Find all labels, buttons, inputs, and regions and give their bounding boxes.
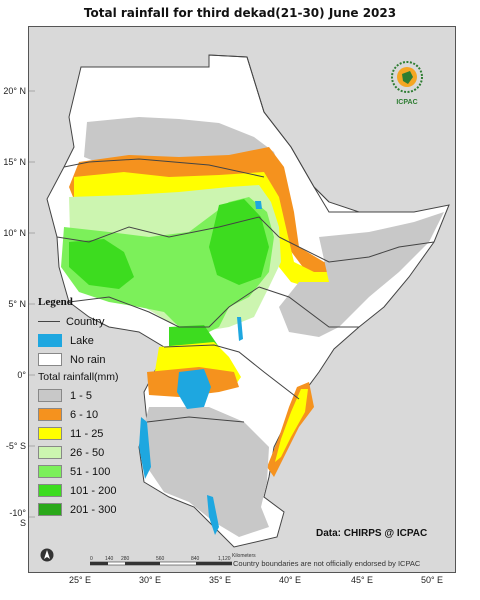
lat-label-15n: 15° N [3, 157, 26, 167]
lake-tanganyika [139, 417, 151, 479]
rain-class-swatch [38, 484, 62, 497]
legend-rain-class: 26 - 50 [38, 443, 158, 462]
lon-label-30e: 30° E [138, 575, 162, 585]
legend-rain-class: 201 - 300 [38, 500, 158, 519]
lon-label-45e: 45° E [350, 575, 374, 585]
graticule [29, 90, 35, 518]
zone-1-5-south [141, 407, 269, 537]
legend-rain-classes: 1 - 5 6 - 10 11 - 25 26 - 50 51 - 100 101 - 2… [38, 386, 158, 519]
legend-rain-class: 11 - 25 [38, 424, 158, 443]
lake-victoria [177, 369, 211, 409]
legend-norain-label: No rain [70, 353, 106, 366]
legend-country-label: Country [66, 315, 105, 328]
norain-swatch [38, 353, 62, 366]
rain-class-label: 51 - 100 [70, 465, 111, 478]
rain-class-swatch [38, 389, 62, 402]
lat-label-0: 0° [17, 370, 26, 380]
rain-class-swatch [38, 446, 62, 459]
legend-rain-title: Total rainfall(mm) [38, 371, 119, 383]
map-frame [28, 26, 456, 573]
lat-label-5s: -5° S [5, 441, 26, 451]
legend-rain-class: 101 - 200 [38, 481, 158, 500]
data-credit: Data: CHIRPS @ ICPAC [316, 528, 428, 539]
country-line-swatch [38, 321, 60, 322]
rain-class-label: 201 - 300 [70, 503, 117, 516]
rain-class-label: 101 - 200 [70, 484, 117, 497]
scale-tick-560: 560 [156, 556, 165, 562]
lon-label-50e: 50° E [420, 575, 444, 585]
lat-label-10n: 10° N [3, 228, 26, 238]
disclaimer: Country boundaries are not officially en… [233, 559, 421, 568]
lon-label-35e: 35° E [208, 575, 232, 585]
legend-lake-label: Lake [70, 334, 94, 347]
rain-class-label: 26 - 50 [70, 446, 105, 459]
lat-label-10s: -10° S [9, 508, 26, 528]
north-arrow-icon [40, 548, 54, 562]
legend-title: Legend [38, 296, 73, 308]
map-title: Total rainfall for third dekad(21-30) Ju… [83, 6, 397, 20]
rain-class-label: 6 - 10 [70, 408, 99, 421]
lat-label-5n: 5° N [8, 299, 26, 309]
rain-class-swatch [38, 408, 62, 421]
rain-class-swatch [38, 465, 62, 478]
legend-norain: No rain [38, 350, 158, 369]
legend-rain-class: 1 - 5 [38, 386, 158, 405]
logo-text: ICPAC [396, 99, 418, 106]
igad-logo-icon [391, 61, 423, 93]
legend-rain-class: 6 - 10 [38, 405, 158, 424]
scale-bar: 0 140 280 560 840 1,120 [90, 556, 232, 566]
country-boundaries [56, 54, 435, 423]
lake-swatch [38, 334, 62, 347]
rainfall-map [29, 27, 455, 572]
rain-class-swatch [38, 427, 62, 440]
legend-country: Country [38, 312, 158, 331]
rain-class-label: 11 - 25 [70, 427, 104, 440]
zone-1-5-horn [279, 212, 444, 337]
scale-tick-140: 140 [105, 556, 114, 562]
scale-tick-0: 0 [90, 556, 93, 562]
icpac-logo: ICPAC [384, 60, 430, 112]
zone-101-200 [209, 199, 269, 285]
lake-turkana [237, 317, 243, 341]
scale-unit: Kilometers [232, 553, 256, 559]
lake-malawi [207, 495, 219, 535]
zone-coastal-yellow [275, 389, 308, 462]
rain-class-swatch [38, 503, 62, 516]
scale-tick-840: 840 [191, 556, 200, 562]
lat-label-20n: 20° N [3, 86, 26, 96]
scale-tick-1120: 1,120 [218, 556, 231, 562]
legend-lake: Lake [38, 331, 158, 350]
lon-label-25e: 25° E [68, 575, 92, 585]
rain-class-label: 1 - 5 [70, 389, 93, 402]
legend: Legend Country Lake No rain Total rainfa… [38, 296, 158, 519]
lon-label-40e: 40° E [278, 575, 302, 585]
scale-tick-280: 280 [121, 556, 130, 562]
lake-tana [255, 201, 262, 209]
legend-rain-class: 51 - 100 [38, 462, 158, 481]
zone-101-200-west [69, 239, 134, 289]
